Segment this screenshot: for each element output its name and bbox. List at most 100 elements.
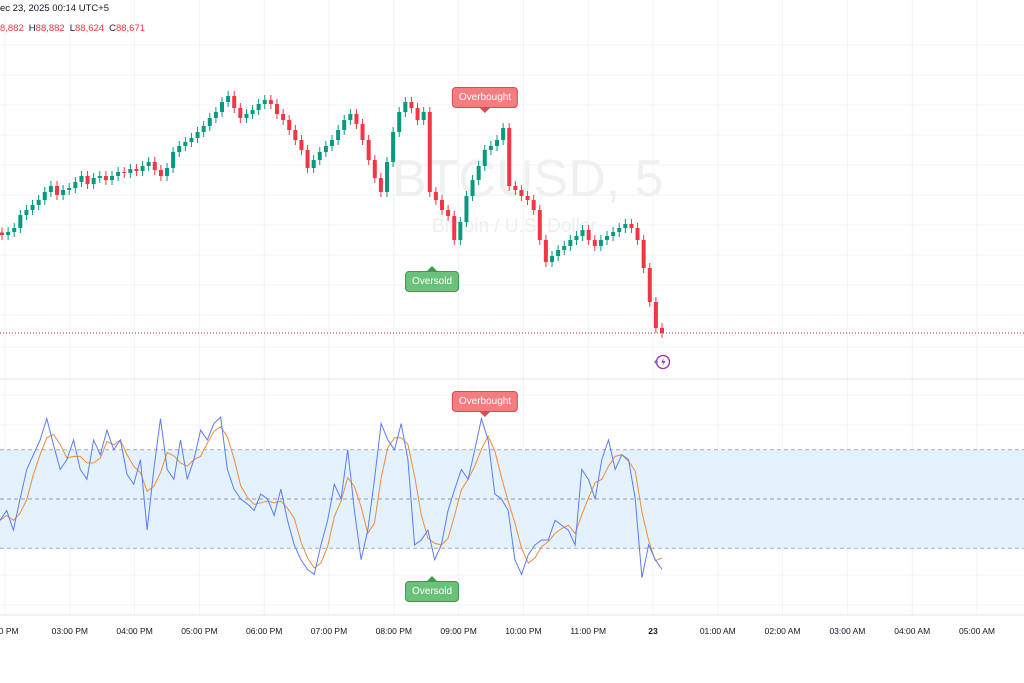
candle[interactable] [299,135,304,155]
candle[interactable] [482,145,487,171]
candle[interactable] [574,231,579,245]
candle[interactable] [342,115,347,135]
candle[interactable] [323,141,328,157]
candle[interactable] [378,173,383,197]
candle[interactable] [513,181,518,195]
candle[interactable] [195,127,200,143]
candle[interactable] [110,171,114,185]
candle[interactable] [232,91,237,113]
candle[interactable] [171,147,176,173]
candle[interactable] [348,109,353,125]
candle[interactable] [220,97,224,117]
candle[interactable] [507,123,512,191]
candle[interactable] [128,164,133,178]
candle[interactable] [18,210,23,233]
candle[interactable] [464,191,469,227]
candle[interactable] [275,99,279,119]
candle[interactable] [6,227,11,240]
candle[interactable] [85,171,90,189]
candle[interactable] [30,200,35,215]
candle[interactable] [268,95,273,109]
candle[interactable] [580,225,585,241]
candle[interactable] [238,103,243,123]
candle[interactable] [330,135,334,151]
candle[interactable] [440,195,444,215]
candle[interactable] [311,155,316,173]
candle[interactable] [36,195,41,210]
candle[interactable] [250,105,255,119]
candle[interactable] [421,107,426,125]
candle[interactable] [287,115,292,135]
candle[interactable] [409,97,414,113]
candle[interactable] [452,211,457,245]
candle[interactable] [537,205,542,245]
candle[interactable] [470,175,475,201]
candle[interactable] [262,95,267,109]
candle[interactable] [103,171,108,185]
candle[interactable] [12,223,17,237]
candle[interactable] [116,167,121,181]
candle[interactable] [317,147,322,165]
candle[interactable] [433,187,438,205]
candle[interactable] [647,263,652,307]
candle[interactable] [177,141,182,157]
candle[interactable] [158,165,163,181]
candle[interactable] [592,235,597,251]
candle[interactable] [629,219,634,233]
candle[interactable] [336,125,341,145]
candle[interactable] [152,157,157,175]
candle[interactable] [165,163,169,181]
candle[interactable] [653,297,658,333]
candle[interactable] [226,91,231,107]
candle[interactable] [305,145,310,173]
candle[interactable] [189,133,194,147]
candle[interactable] [598,235,603,251]
candle[interactable] [140,161,145,176]
candle[interactable] [360,119,365,145]
candle[interactable] [213,107,218,123]
candle[interactable] [146,157,151,171]
candle[interactable] [122,167,127,178]
candle[interactable] [495,135,499,151]
candle[interactable] [415,103,420,125]
candle[interactable] [293,125,298,145]
candle[interactable] [73,177,78,193]
candle[interactable] [476,161,481,185]
candle[interactable] [67,183,72,195]
candle[interactable] [660,323,664,338]
candle[interactable] [446,205,451,221]
candle[interactable] [183,137,188,151]
candle[interactable] [48,181,53,197]
candle[interactable] [134,164,139,176]
candle[interactable] [256,99,261,115]
candle[interactable] [55,181,59,200]
candle[interactable] [550,251,554,267]
candle[interactable] [24,205,29,220]
lightning-icon[interactable] [654,354,671,370]
candle[interactable] [0,227,4,241]
candle[interactable] [611,227,616,241]
candle[interactable] [42,187,47,205]
candle[interactable] [641,235,646,273]
candle[interactable] [281,109,286,125]
candle[interactable] [79,171,84,187]
candle[interactable] [201,121,206,137]
candle[interactable] [397,107,402,137]
candle[interactable] [635,223,640,245]
candle[interactable] [97,171,102,183]
candle[interactable] [244,109,249,123]
candle[interactable] [543,235,548,267]
candle[interactable] [556,245,561,261]
candle[interactable] [586,225,591,245]
time-axis[interactable]: 00 PM 03:00 PM 04:00 PM 05:00 PM 06:00 PM 07:… [0,626,995,636]
candle[interactable] [568,235,573,251]
candle[interactable] [605,231,609,245]
candle[interactable] [562,241,567,255]
candle[interactable] [391,127,396,167]
candle[interactable] [403,97,408,117]
candle[interactable] [91,173,96,189]
candle[interactable] [372,155,377,183]
candle[interactable] [531,195,536,215]
candle[interactable] [207,113,212,131]
candle[interactable] [519,185,524,201]
